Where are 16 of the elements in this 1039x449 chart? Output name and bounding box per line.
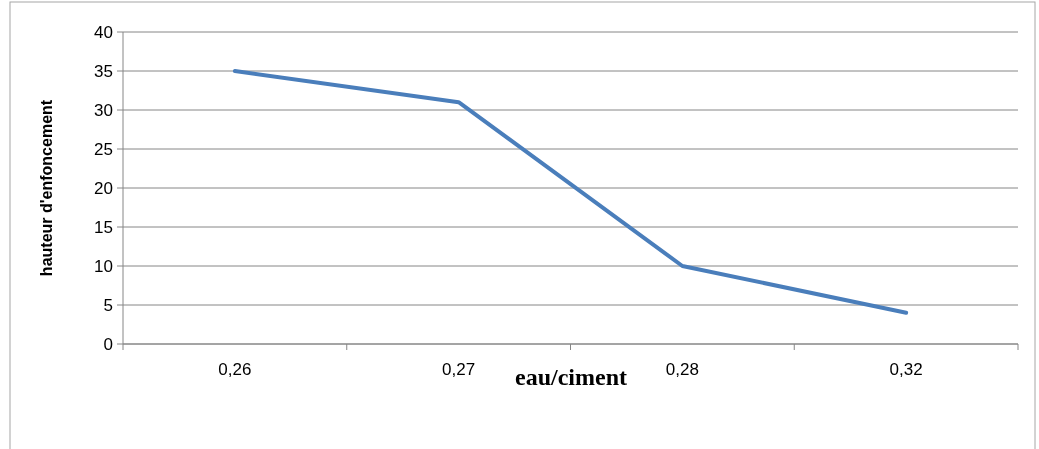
line-series — [232, 69, 909, 315]
y-tick-label: 5 — [103, 295, 113, 315]
y-axis-title: hauteur d'enfoncement — [38, 99, 55, 277]
x-tick-label: 0,32 — [889, 360, 923, 379]
y-tick-label: 15 — [94, 217, 113, 237]
y-tick-label: 40 — [94, 22, 113, 42]
x-axis-title: eau/ciment — [515, 364, 627, 390]
x-tick-label: 0,27 — [442, 360, 476, 379]
y-tick-label: 20 — [94, 178, 113, 198]
y-tick-label: 35 — [94, 61, 113, 81]
y-tick-label: 0 — [103, 334, 113, 354]
y-tick-label: 25 — [94, 139, 113, 159]
x-tick-label: 0,26 — [218, 360, 252, 379]
y-tick-label: 10 — [94, 256, 113, 276]
y-tick-label: 30 — [94, 100, 113, 120]
x-tick-label: 0,28 — [665, 360, 699, 379]
